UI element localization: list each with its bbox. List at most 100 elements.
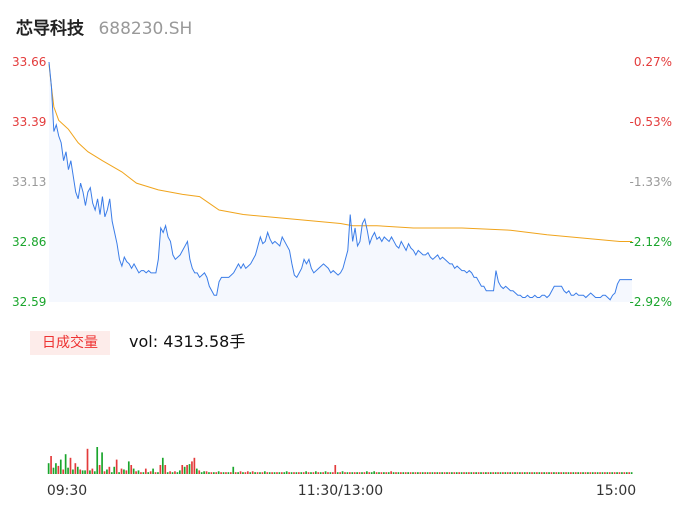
volume-bar bbox=[409, 472, 412, 474]
volume-bar bbox=[477, 472, 480, 474]
volume-bar bbox=[526, 472, 529, 474]
volume-bar bbox=[579, 472, 582, 474]
y-tick-left: 33.66 bbox=[12, 55, 46, 69]
volume-bar bbox=[181, 465, 184, 474]
intraday-price-chart: 33.66 33.39 33.13 32.86 32.59 0.27% -0.53% -1.… bbox=[12, 55, 672, 309]
volume-bar bbox=[390, 471, 392, 474]
volume-bar bbox=[140, 472, 142, 474]
volume-bar bbox=[283, 472, 286, 474]
volume-bar bbox=[203, 471, 205, 474]
volume-bar bbox=[540, 472, 543, 474]
volume-bar bbox=[276, 472, 278, 474]
volume-bar bbox=[220, 472, 222, 474]
volume-bar bbox=[142, 472, 145, 474]
volume-bar bbox=[414, 472, 417, 474]
stock-header: 芯导科技 688230.SH bbox=[16, 14, 192, 40]
volume-bar bbox=[103, 471, 106, 474]
volume-bar bbox=[310, 472, 312, 474]
volume-bar bbox=[147, 472, 150, 474]
volume-bar bbox=[159, 465, 162, 474]
volume-bar bbox=[205, 471, 208, 474]
volume-bar bbox=[81, 470, 84, 474]
volume-bar bbox=[288, 472, 290, 474]
volume-bar bbox=[86, 448, 89, 474]
volume-bar bbox=[514, 472, 516, 474]
volume-bar bbox=[521, 472, 524, 474]
volume-bar bbox=[458, 472, 461, 474]
volume-bar bbox=[361, 472, 363, 474]
volume-bar bbox=[208, 472, 210, 474]
average-price-line bbox=[48, 64, 632, 242]
volume-bar bbox=[244, 472, 247, 474]
volume-bar bbox=[630, 472, 633, 474]
volume-bar bbox=[536, 472, 538, 474]
volume-bar bbox=[52, 467, 55, 474]
volume-bar bbox=[373, 471, 375, 474]
volume-bar bbox=[106, 469, 108, 474]
volume-bar bbox=[266, 472, 269, 474]
volume-bar bbox=[135, 471, 137, 474]
volume-bar bbox=[130, 465, 133, 474]
volume-bar bbox=[317, 472, 320, 474]
volume-bar bbox=[125, 470, 128, 474]
volume-bar bbox=[263, 471, 266, 474]
volume-bar bbox=[132, 468, 135, 474]
volume-bar bbox=[261, 472, 264, 474]
volume-bar bbox=[307, 472, 310, 474]
volume-bar bbox=[169, 471, 171, 474]
volume-bar bbox=[621, 472, 623, 474]
stock-code: 688230.SH bbox=[98, 19, 193, 39]
volume-bar bbox=[460, 472, 463, 474]
volume-bar bbox=[383, 472, 385, 474]
x-tick: 15:00 bbox=[596, 483, 636, 499]
volume-bar bbox=[108, 466, 111, 474]
volume-bar bbox=[72, 469, 74, 474]
volume-bar bbox=[451, 472, 453, 474]
volume-bar bbox=[234, 472, 237, 474]
volume-bar bbox=[489, 472, 492, 474]
volume-bar bbox=[465, 472, 468, 474]
volume-bar bbox=[363, 472, 366, 474]
volume-bar bbox=[344, 472, 346, 474]
volume-bar bbox=[239, 471, 242, 474]
volume-bar bbox=[480, 472, 482, 474]
volume-bar bbox=[353, 472, 356, 474]
price-area-fill bbox=[49, 62, 632, 302]
volume-bar bbox=[543, 472, 546, 474]
volume-bar bbox=[565, 472, 567, 474]
volume-bar bbox=[164, 465, 167, 474]
volume-bar bbox=[499, 472, 502, 474]
volume-bar bbox=[385, 472, 388, 474]
volume-bar bbox=[531, 472, 533, 474]
volume-bar bbox=[492, 472, 495, 474]
volume-bar bbox=[429, 472, 431, 474]
volume-bar bbox=[171, 472, 174, 474]
volume-bar bbox=[98, 465, 101, 474]
volume-bar bbox=[200, 472, 203, 474]
volume-bar bbox=[502, 472, 504, 474]
volume-bar bbox=[421, 472, 424, 474]
price-line bbox=[48, 61, 632, 301]
volume-bar bbox=[400, 472, 402, 474]
volume-bar bbox=[441, 472, 444, 474]
volume-bar bbox=[470, 472, 473, 474]
volume-bar bbox=[424, 472, 426, 474]
volume-bar bbox=[548, 472, 550, 474]
volume-bar bbox=[152, 468, 154, 474]
volume-bar bbox=[550, 472, 553, 474]
volume-bar bbox=[251, 471, 254, 474]
volume-bar bbox=[587, 472, 589, 474]
volume-bar bbox=[178, 470, 181, 474]
volume-bar bbox=[69, 457, 72, 474]
volume-bar bbox=[322, 472, 324, 474]
volume-bar bbox=[157, 472, 159, 474]
volume-bar bbox=[349, 472, 351, 474]
volume-bar bbox=[137, 470, 140, 474]
volume-bar bbox=[604, 472, 606, 474]
volume-bar bbox=[523, 472, 526, 474]
volume-bar bbox=[395, 472, 397, 474]
volume-bar bbox=[438, 472, 441, 474]
volume-bar bbox=[370, 472, 373, 474]
volume-bar bbox=[195, 468, 198, 474]
volume-bar bbox=[553, 472, 555, 474]
